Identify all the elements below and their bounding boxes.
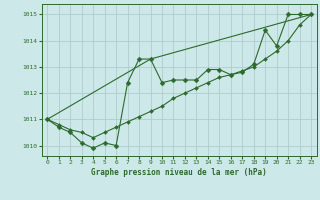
X-axis label: Graphe pression niveau de la mer (hPa): Graphe pression niveau de la mer (hPa)	[91, 168, 267, 177]
